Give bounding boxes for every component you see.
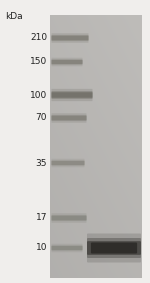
Bar — [142, 0, 150, 283]
FancyBboxPatch shape — [91, 243, 137, 254]
FancyBboxPatch shape — [87, 233, 141, 263]
Bar — [0, 278, 150, 283]
Text: 70: 70 — [36, 113, 47, 123]
FancyBboxPatch shape — [51, 159, 84, 167]
Text: kDa: kDa — [5, 12, 23, 21]
FancyBboxPatch shape — [51, 36, 88, 40]
FancyBboxPatch shape — [51, 115, 87, 121]
FancyBboxPatch shape — [51, 215, 87, 221]
FancyBboxPatch shape — [51, 59, 82, 65]
FancyBboxPatch shape — [51, 246, 82, 250]
Text: 10: 10 — [36, 243, 47, 252]
FancyBboxPatch shape — [51, 245, 82, 251]
Text: 100: 100 — [30, 91, 47, 100]
FancyBboxPatch shape — [51, 33, 88, 43]
Text: 210: 210 — [30, 33, 47, 42]
Text: 35: 35 — [36, 158, 47, 168]
FancyBboxPatch shape — [51, 161, 84, 165]
FancyBboxPatch shape — [51, 92, 93, 98]
FancyBboxPatch shape — [51, 244, 82, 252]
Bar — [0, 0, 150, 15]
FancyBboxPatch shape — [51, 116, 87, 120]
FancyBboxPatch shape — [87, 241, 141, 255]
FancyBboxPatch shape — [51, 160, 84, 166]
Bar — [0, 15, 50, 278]
FancyBboxPatch shape — [51, 58, 82, 66]
FancyBboxPatch shape — [51, 91, 93, 99]
Text: 17: 17 — [36, 213, 47, 222]
FancyBboxPatch shape — [51, 216, 87, 220]
FancyBboxPatch shape — [51, 89, 93, 101]
FancyBboxPatch shape — [51, 213, 87, 223]
FancyBboxPatch shape — [87, 238, 141, 258]
FancyBboxPatch shape — [51, 113, 87, 123]
FancyBboxPatch shape — [51, 60, 82, 64]
Text: 150: 150 — [30, 57, 47, 67]
FancyBboxPatch shape — [51, 35, 88, 41]
